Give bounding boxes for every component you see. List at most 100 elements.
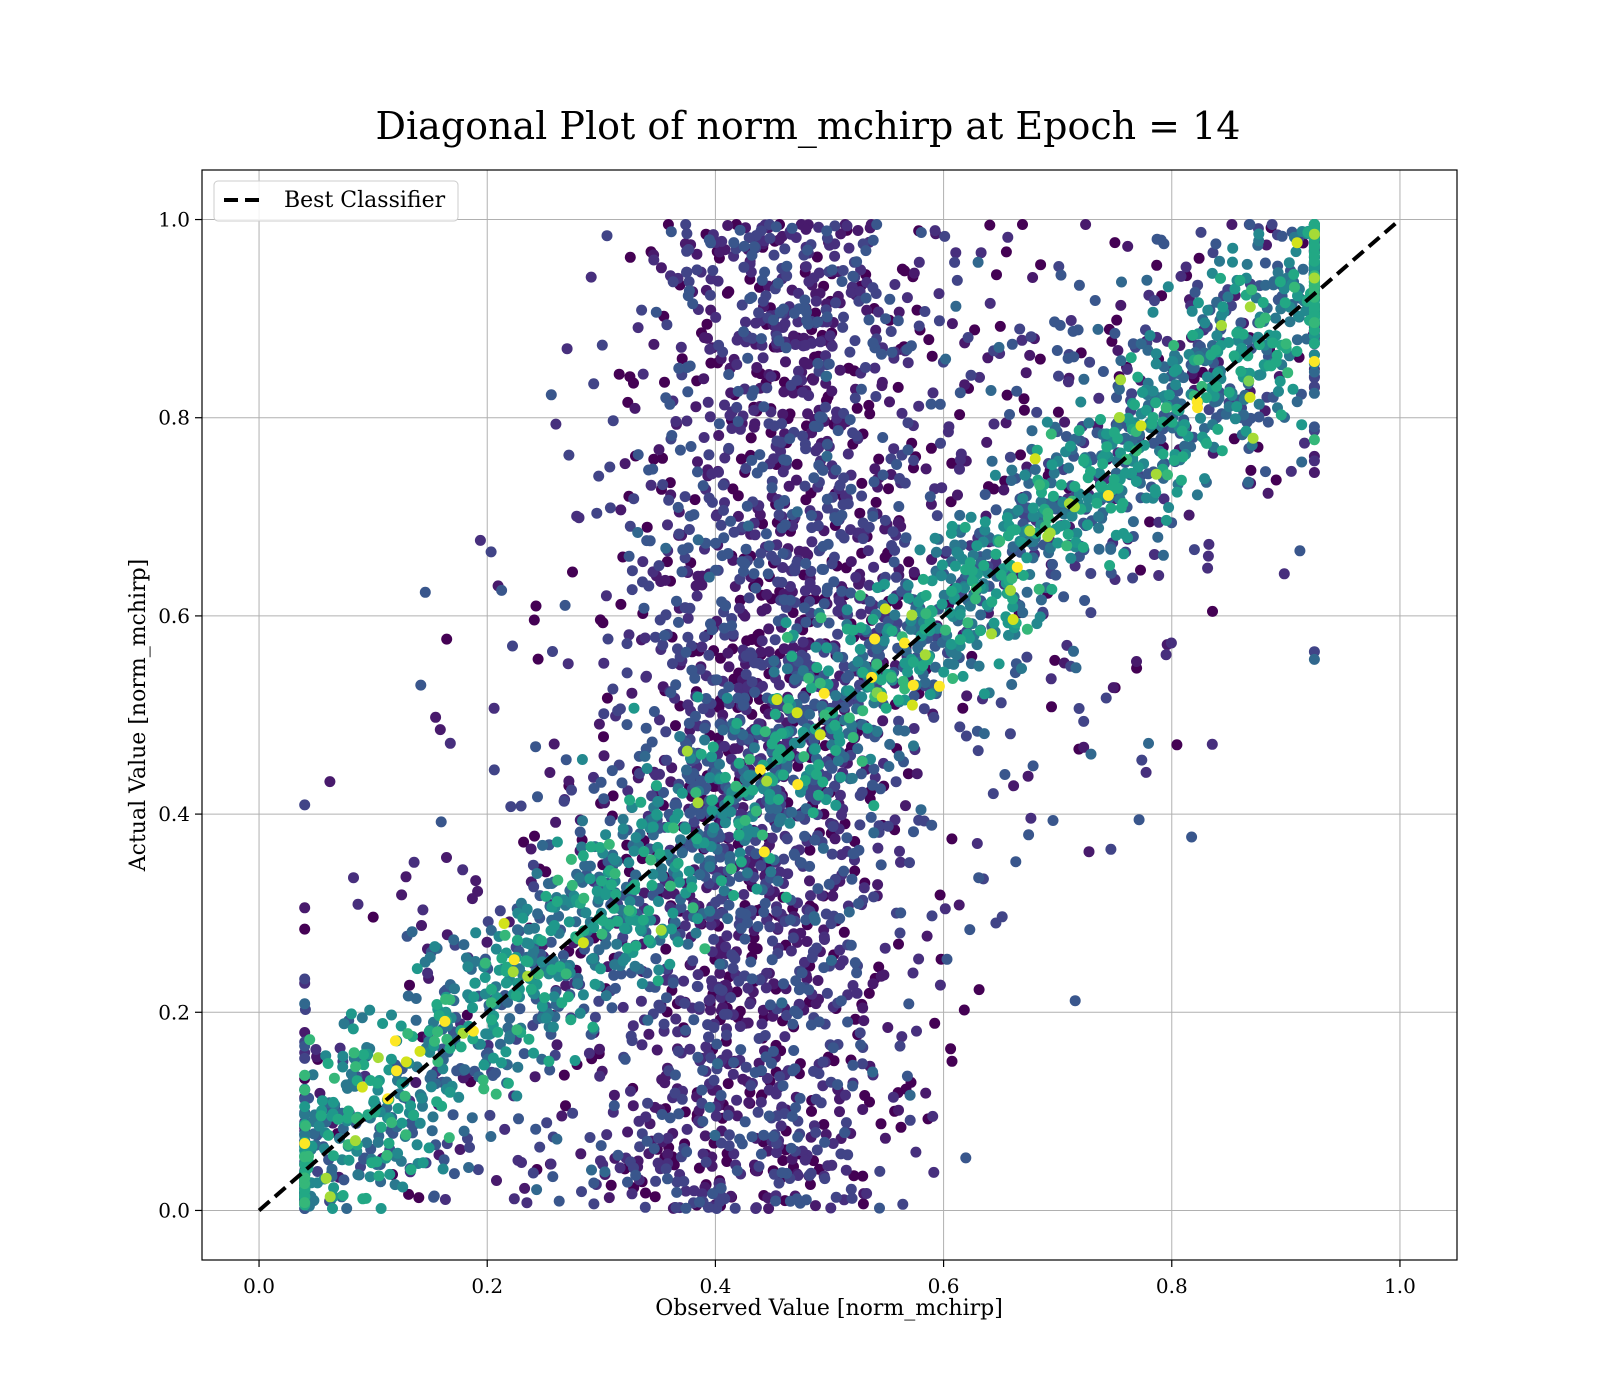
scatter-point <box>835 771 847 783</box>
scatter-point <box>978 560 990 571</box>
scatter-point <box>829 250 841 262</box>
scatter-point <box>753 307 765 319</box>
scatter-point <box>429 941 441 953</box>
scatter-point <box>676 1093 688 1105</box>
scatter-point <box>457 864 469 876</box>
scatter-point <box>913 953 925 965</box>
scatter-point <box>989 469 1001 481</box>
scatter-point <box>694 663 706 675</box>
scatter-point <box>607 683 619 695</box>
scatter-point <box>990 504 1002 516</box>
scatter-point <box>1257 297 1269 308</box>
scatter-point <box>1223 401 1235 413</box>
scatter-point <box>766 954 778 966</box>
scatter-point <box>812 883 824 895</box>
scatter-point <box>802 408 814 420</box>
scatter-point <box>744 998 756 1010</box>
scatter-point <box>726 423 738 434</box>
scatter-point <box>627 1100 639 1112</box>
scatter-point <box>777 1155 789 1166</box>
scatter-point <box>548 920 560 931</box>
scatter-point <box>680 646 692 658</box>
scatter-point <box>684 602 696 614</box>
scatter-point <box>974 371 985 383</box>
scatter-point <box>738 240 750 252</box>
scatter-point <box>1308 653 1320 665</box>
scatter-point <box>430 711 442 723</box>
scatter-point <box>806 536 818 548</box>
scatter-point <box>781 260 793 272</box>
scatter-point <box>924 491 936 503</box>
scatter-point <box>784 1195 796 1207</box>
scatter-point <box>299 1101 311 1113</box>
scatter-point <box>731 1110 743 1122</box>
scatter-point <box>675 834 686 846</box>
scatter-point <box>952 489 963 501</box>
scatter-point <box>830 799 842 811</box>
scatter-point <box>584 873 596 885</box>
scatter-point <box>754 509 766 521</box>
scatter-point <box>799 1154 811 1166</box>
scatter-point <box>797 430 809 442</box>
scatter-point <box>1083 846 1095 858</box>
scatter-point <box>1000 246 1012 258</box>
scatter-point <box>1025 812 1037 824</box>
scatter-point <box>1073 279 1085 291</box>
scatter-point <box>899 657 911 669</box>
scatter-point <box>1206 267 1218 279</box>
scatter-point <box>1149 295 1160 307</box>
scatter-point <box>435 816 447 828</box>
scatter-point <box>656 870 668 882</box>
scatter-point <box>703 449 715 461</box>
scatter-point <box>608 1089 620 1101</box>
scatter-point <box>793 365 804 377</box>
scatter-point <box>722 220 734 231</box>
scatter-point <box>895 907 907 919</box>
scatter-point <box>731 334 743 346</box>
scatter-point <box>857 1170 869 1182</box>
scatter-point <box>585 271 597 283</box>
scatter-point <box>692 466 703 478</box>
scatter-point <box>327 1203 338 1214</box>
scatter-point <box>1063 462 1075 474</box>
scatter-point <box>870 324 882 336</box>
scatter-point <box>766 482 778 494</box>
scatter-point <box>805 565 817 577</box>
scatter-point <box>650 953 662 965</box>
scatter-point <box>676 847 688 859</box>
scatter-point <box>621 638 633 650</box>
scatter-point <box>713 430 725 441</box>
scatter-point <box>505 801 517 813</box>
scatter-point <box>1140 766 1152 778</box>
scatter-point <box>841 604 853 616</box>
scatter-point <box>1108 474 1120 485</box>
scatter-point <box>929 225 941 237</box>
scatter-point <box>800 443 812 455</box>
scatter-point <box>517 912 529 924</box>
scatter-point <box>814 411 826 423</box>
scatter-point <box>1115 299 1127 311</box>
scatter-point <box>845 287 857 298</box>
scatter-point <box>567 566 578 578</box>
scatter-point <box>597 915 609 927</box>
scatter-point <box>763 1110 775 1122</box>
scatter-point <box>969 324 981 336</box>
scatter-point <box>746 973 758 985</box>
scatter-point <box>634 923 646 935</box>
scatter-point <box>485 1131 497 1142</box>
scatter-point <box>416 1092 428 1104</box>
scatter-point <box>804 708 816 720</box>
scatter-point <box>673 1108 685 1120</box>
scatter-point <box>448 934 460 946</box>
scatter-point <box>406 926 418 938</box>
scatter-point <box>1122 532 1133 544</box>
scatter-point <box>676 787 688 799</box>
scatter-point <box>576 754 588 765</box>
scatter-point <box>779 318 791 330</box>
scatter-point <box>338 1018 350 1030</box>
scatter-point <box>622 785 634 797</box>
scatter-point <box>678 975 690 987</box>
scatter-point <box>813 1016 825 1028</box>
scatter-point <box>826 954 837 966</box>
scatter-point <box>1105 543 1117 555</box>
